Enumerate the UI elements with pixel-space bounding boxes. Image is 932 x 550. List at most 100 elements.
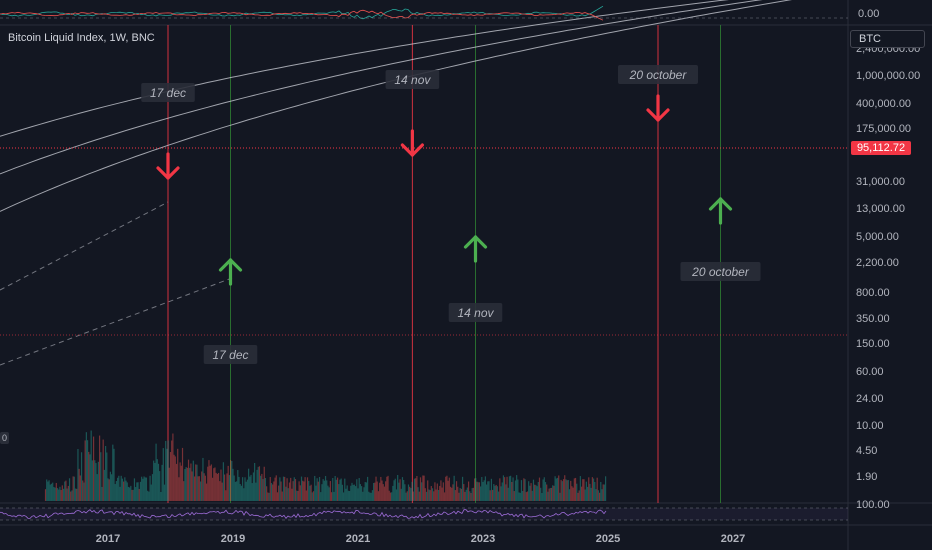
volume-bar — [524, 479, 526, 501]
volume-bar — [332, 477, 334, 501]
volume-bar — [389, 492, 392, 501]
volume-bar — [511, 481, 513, 501]
currency-badge[interactable]: BTC — [850, 30, 925, 48]
volume-bar — [565, 479, 567, 501]
volume-bar — [507, 487, 509, 501]
volume-bar — [461, 476, 464, 501]
volume-bar — [178, 477, 180, 501]
volume-bar — [579, 476, 581, 501]
volume-bar — [88, 451, 90, 501]
volume-bar — [388, 490, 390, 501]
volume-bar — [246, 479, 249, 501]
volume-bar — [430, 486, 432, 501]
y-tick-label: 5,000.00 — [856, 231, 899, 243]
volume-bar — [465, 489, 467, 501]
volume-bar — [598, 492, 601, 501]
volume-bar — [576, 483, 578, 501]
volume-bar — [540, 487, 542, 501]
volume-bar — [101, 486, 103, 501]
volume-bar — [412, 491, 414, 501]
symbol-title[interactable]: Bitcoin Liquid Index, 1W, BNC — [8, 32, 155, 44]
volume-bar — [592, 478, 595, 501]
volume-bar — [186, 467, 188, 501]
volume-bar — [119, 486, 121, 501]
volume-bar — [171, 440, 173, 501]
volume-bar — [177, 448, 179, 501]
volume-bar — [603, 484, 605, 501]
volume-bar — [266, 486, 268, 501]
volume-bar — [547, 491, 549, 501]
volume-bar — [144, 477, 146, 501]
volume-bar — [219, 481, 221, 501]
volume-bar — [236, 481, 238, 501]
volume-bar — [405, 492, 407, 501]
volume-bar — [381, 480, 383, 501]
volume-bar — [334, 476, 336, 501]
volume-bar — [496, 486, 499, 501]
volume-bar — [273, 481, 275, 501]
volume-bar — [114, 484, 116, 501]
volume-bar — [149, 475, 151, 501]
volume-bar — [221, 482, 223, 501]
volume-bar — [315, 485, 317, 501]
volume-bar — [291, 488, 293, 501]
volume-bar — [145, 477, 148, 501]
volume-bar — [469, 491, 471, 501]
volume-bar — [506, 476, 508, 501]
volume-bar — [352, 484, 354, 501]
rsi-band — [0, 508, 848, 520]
red-down-arrow — [646, 94, 670, 122]
volume-bar — [264, 477, 267, 501]
volume-bar — [106, 452, 108, 501]
volume-bar — [482, 481, 484, 501]
volume-bar — [440, 480, 442, 501]
volume-bar — [589, 483, 591, 501]
volume-bar — [351, 482, 353, 501]
annotation-box — [203, 345, 258, 364]
volume-bar — [534, 484, 536, 501]
volume-bar — [460, 488, 462, 501]
volume-bar — [586, 486, 589, 501]
volume-bar — [359, 484, 362, 501]
volume-bar — [446, 475, 448, 501]
volume-bar — [423, 475, 425, 501]
volume-bar — [102, 439, 104, 501]
volume-bar — [556, 477, 559, 501]
volume-bar — [193, 476, 196, 501]
volume-bar — [554, 476, 556, 501]
volume-bar — [127, 486, 130, 501]
volume-bar — [457, 486, 459, 501]
volume-bar — [354, 486, 357, 501]
volume-bar — [472, 487, 474, 501]
volume-bar — [213, 468, 215, 501]
volume-bar — [367, 476, 369, 501]
volume-bar — [419, 477, 422, 501]
volume-bar — [118, 475, 120, 501]
volume-bar — [80, 452, 83, 501]
volume-bar — [580, 486, 583, 501]
volume-bar — [46, 479, 48, 501]
volume-bar — [297, 490, 299, 501]
volume-bar — [520, 480, 523, 501]
time-axis: 2017 2019 2021 2023 2025 2027 — [96, 533, 745, 545]
volume-bar — [322, 479, 324, 501]
volume-bar — [160, 491, 162, 501]
volume-bar — [312, 491, 315, 501]
volume-bar — [293, 477, 295, 501]
volume-bar — [68, 478, 71, 501]
volume-bar — [483, 480, 485, 501]
volume-bar — [203, 473, 205, 501]
volume-bar — [79, 475, 81, 501]
volume-bar — [428, 489, 430, 501]
volume-bar — [306, 477, 309, 501]
volume-bar — [234, 481, 237, 501]
volume-bar — [196, 464, 198, 501]
volume-bar — [330, 492, 333, 501]
volume-bar — [466, 487, 468, 501]
volume-bar — [454, 490, 456, 501]
volume-bar — [597, 490, 599, 501]
volume-bar — [358, 478, 360, 501]
volume-bar — [484, 476, 487, 501]
volume-bar — [445, 476, 447, 501]
